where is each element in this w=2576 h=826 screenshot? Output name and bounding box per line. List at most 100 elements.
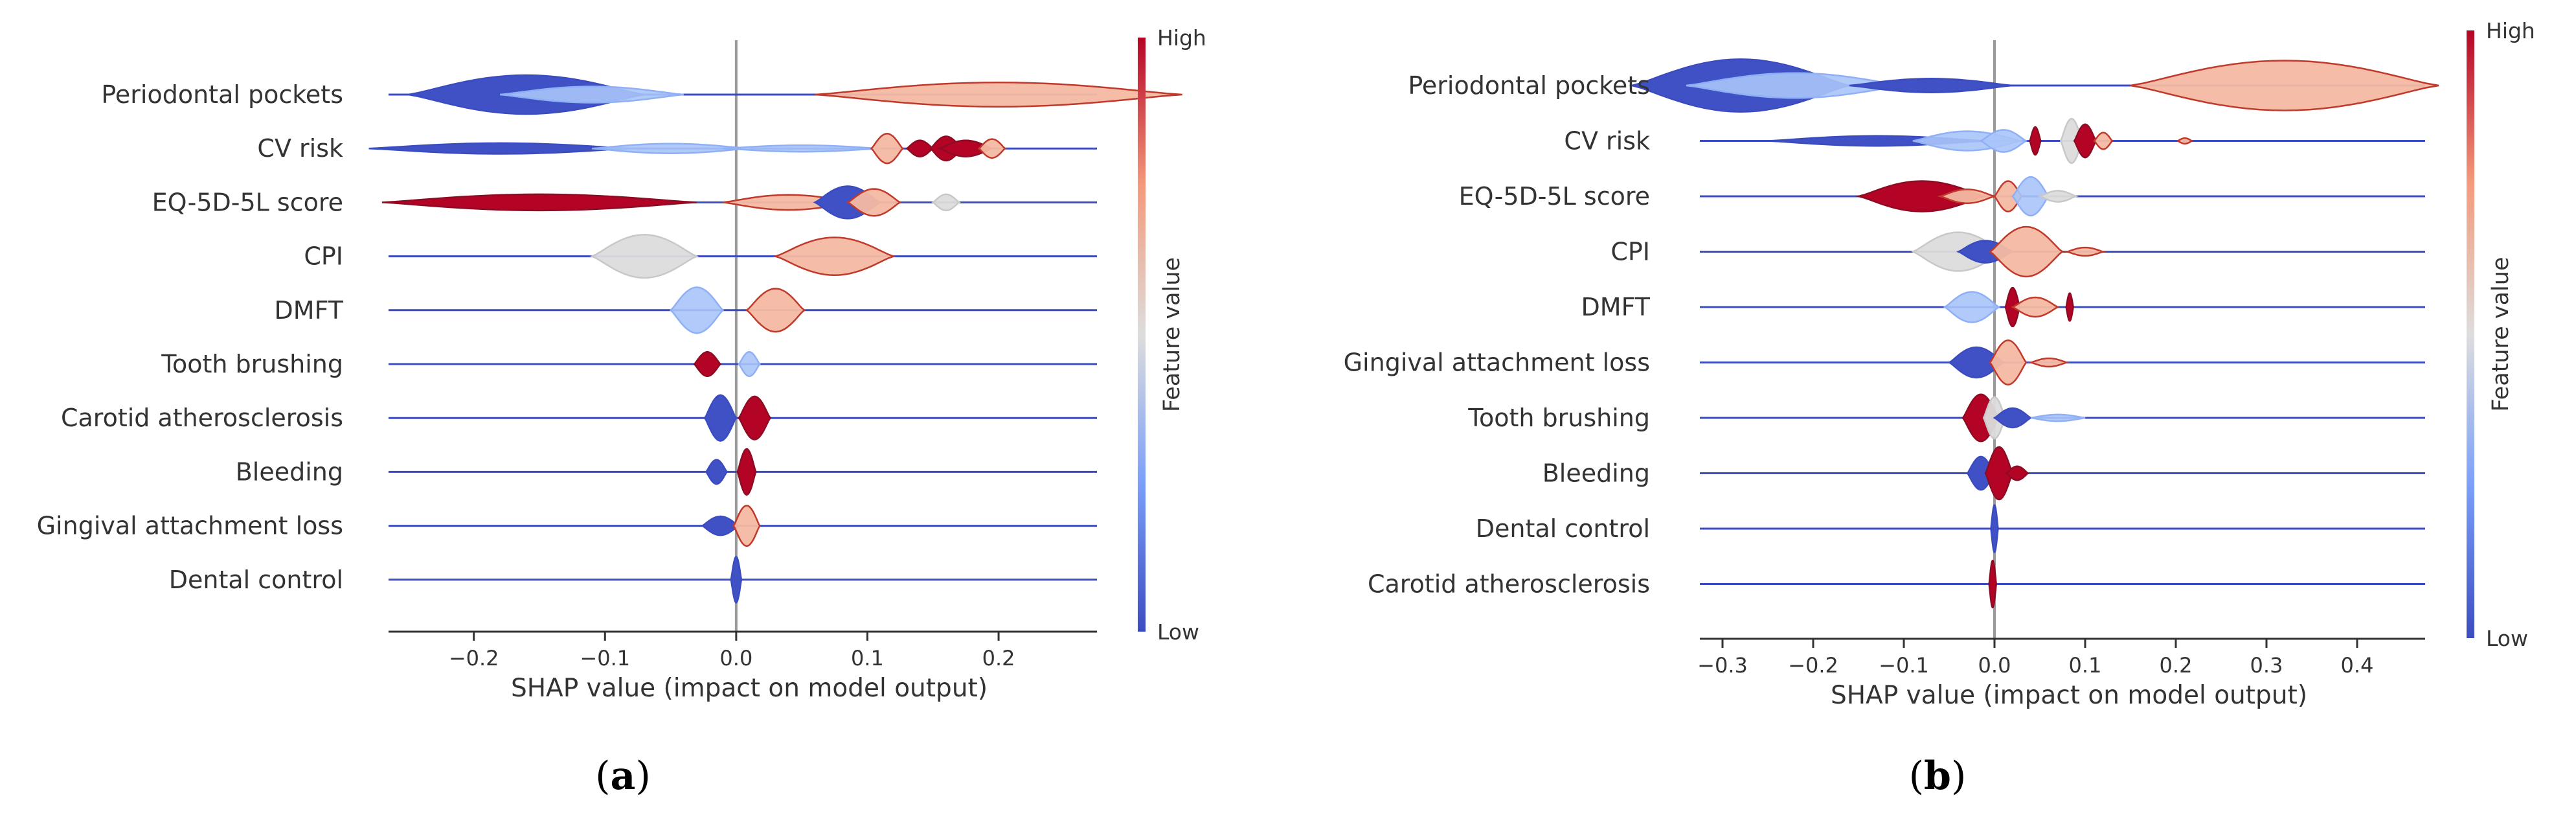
violin-density-mark	[736, 448, 757, 496]
violin-density-mark	[1990, 504, 1999, 553]
feature-row	[1700, 504, 2425, 553]
x-tick-label: 0.2	[982, 646, 1015, 671]
feature-label: Dental control	[169, 566, 343, 594]
violin-density-mark	[815, 82, 1182, 108]
feature-row	[1700, 446, 2425, 501]
feature-row	[1700, 176, 2425, 217]
x-tick-label: 0.1	[851, 646, 884, 671]
feature-label: CPI	[1610, 238, 1650, 266]
panel-a-chart: Periodontal pockets CV risk EQ-5D-5L score…	[37, 25, 1206, 799]
feature-label: Dental control	[1476, 514, 1650, 543]
violin-density-mark	[705, 459, 729, 485]
feature-label: Tooth brushing	[161, 350, 343, 378]
feature-label: CV risk	[257, 134, 343, 163]
feature-label: Carotid atherosclerosis	[1368, 570, 1650, 599]
feature-label: Carotid atherosclerosis	[61, 404, 343, 432]
violin-density-mark	[977, 138, 1007, 159]
feature-row	[381, 185, 1097, 220]
violin-density-mark	[669, 286, 725, 334]
violin-density-mark	[2029, 126, 2042, 156]
violin-density-mark	[381, 193, 697, 212]
violin-density-mark	[2175, 137, 2195, 145]
colorbar-high-label: High	[1157, 25, 1206, 51]
colorbar-low-label: Low	[1157, 619, 1199, 645]
violin-density-mark	[2130, 60, 2439, 111]
violin-density-mark	[2030, 413, 2086, 422]
violin-density-mark	[2064, 246, 2107, 257]
violin-density-mark	[703, 394, 738, 442]
violin-density-mark	[1988, 225, 2064, 278]
feature-row	[1700, 225, 2425, 278]
violin-density-mark	[931, 193, 961, 212]
feature-row	[1700, 286, 2425, 328]
feature-row	[389, 505, 1097, 547]
feature-row	[368, 133, 1097, 165]
violin-density-mark	[500, 86, 684, 104]
feature-label: Periodontal pockets	[101, 80, 343, 109]
colorbar-title: Feature value	[2488, 257, 2514, 412]
violin-density-mark	[1943, 291, 2001, 323]
feature-label: DMFT	[275, 296, 344, 325]
violin-density-mark	[693, 351, 722, 377]
feature-row	[389, 351, 1097, 377]
x-tick-label: −0.2	[449, 646, 499, 671]
feature-label: DMFT	[1581, 293, 1651, 321]
colorbar	[1138, 38, 1146, 632]
feature-label: CPI	[304, 242, 343, 271]
violin-density-mark	[1849, 78, 2013, 93]
x-tick-label: 0.0	[1978, 653, 2011, 678]
x-tick-label: −0.1	[1879, 653, 1929, 678]
violin-density-mark	[2005, 465, 2029, 481]
feature-row	[389, 234, 1097, 279]
feature-label: EQ-5D-5L score	[152, 188, 343, 216]
violin-density-mark	[2037, 190, 2079, 203]
feature-label: Gingival attachment loss	[1344, 349, 1650, 377]
x-axis-title: SHAP value (impact on model output)	[1831, 681, 2307, 710]
violin-density-mark	[2028, 357, 2070, 368]
feature-label: Periodontal pockets	[1408, 71, 1650, 100]
feature-label: Gingival attachment loss	[37, 512, 343, 540]
violin-density-mark	[2065, 292, 2075, 322]
panel-label: (b)	[1909, 753, 1967, 799]
x-tick-label: 0.0	[719, 646, 752, 671]
violin-density-mark	[723, 144, 881, 153]
violin-density-mark	[589, 234, 699, 279]
violin-density-mark	[730, 555, 743, 604]
x-tick-label: −0.3	[1697, 653, 1748, 678]
x-axis-title: SHAP value (impact on model output)	[511, 674, 988, 703]
violin-density-mark	[732, 505, 761, 547]
violin-density-mark	[846, 188, 902, 217]
feature-row	[1700, 118, 2425, 164]
violin-density-mark	[905, 139, 935, 157]
feature-label: Bleeding	[236, 457, 343, 486]
x-tick-label: 0.2	[2160, 653, 2193, 678]
x-tick-label: 0.3	[2250, 653, 2283, 678]
feature-label: Bleeding	[1542, 459, 1650, 488]
violin-density-mark	[738, 395, 771, 441]
feature-row	[1700, 339, 2425, 385]
violin-density-mark	[2093, 132, 2114, 150]
violin-density-mark	[1989, 339, 2028, 385]
violin-density-mark	[1979, 129, 2028, 153]
violin-density-mark	[745, 288, 806, 333]
x-tick-label: −0.2	[1788, 653, 1838, 678]
colorbar-title: Feature value	[1159, 257, 1185, 412]
feature-label: EQ-5D-5L score	[1459, 182, 1650, 211]
feature-row	[1700, 559, 2425, 609]
x-tick-label: 0.1	[2069, 653, 2102, 678]
feature-row	[389, 448, 1097, 496]
feature-row	[389, 394, 1097, 442]
violin-density-mark	[1988, 559, 1998, 609]
colorbar	[2467, 30, 2474, 638]
violin-density-mark	[773, 236, 896, 276]
feature-row	[1629, 58, 2439, 113]
violin-density-mark	[2011, 296, 2060, 318]
feature-label: CV risk	[1564, 127, 1650, 155]
feature-row	[389, 555, 1097, 604]
x-tick-label: 0.4	[2341, 653, 2374, 678]
feature-row	[389, 74, 1182, 115]
colorbar-low-label: Low	[2486, 626, 2528, 651]
panel-b-chart: Periodontal pockets CV risk EQ-5D-5L score…	[1344, 18, 2535, 799]
feature-row	[389, 286, 1097, 334]
